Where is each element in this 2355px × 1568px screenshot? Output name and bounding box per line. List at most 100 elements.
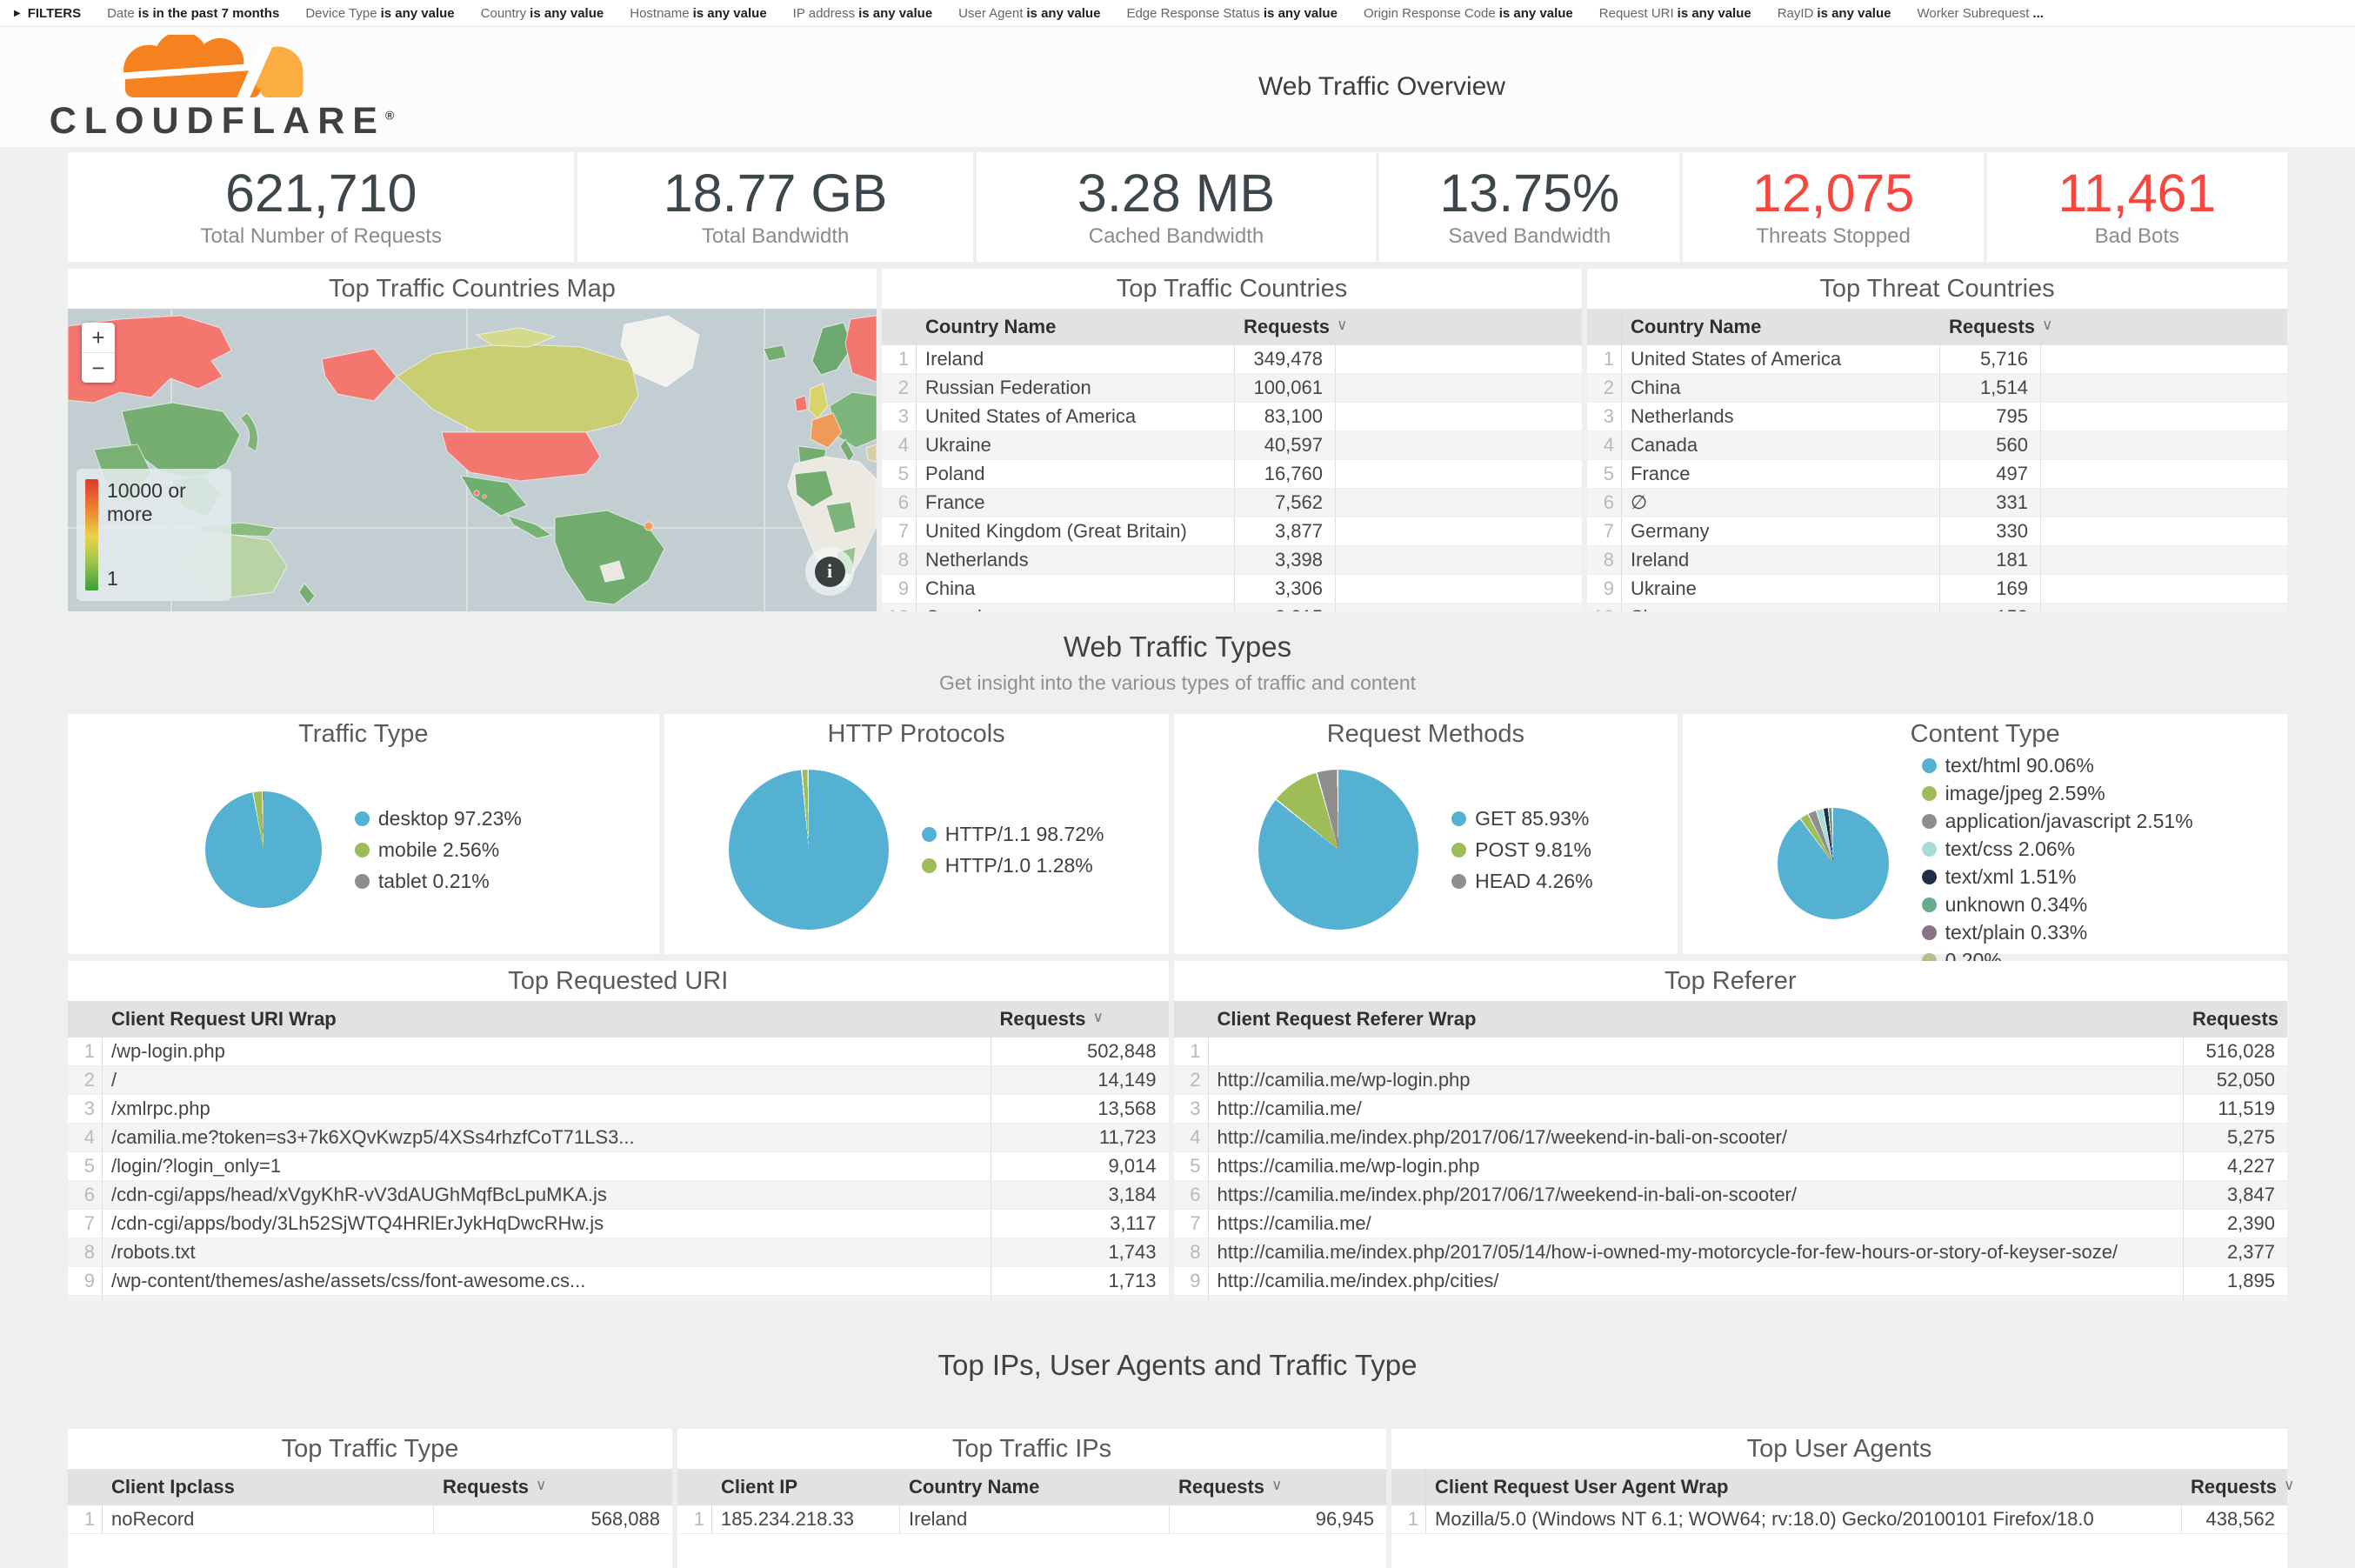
filter-item[interactable]: IP address is any value xyxy=(792,5,933,21)
world-map[interactable]: + − 10000 or more 1 i xyxy=(68,309,877,611)
stat-value: 621,710 xyxy=(224,163,417,223)
table-row[interactable]: 5 /login/?login_only=1 9,014 xyxy=(68,1152,1169,1181)
filter-item[interactable]: Request URI is any value xyxy=(1598,5,1751,21)
table-row[interactable]: 3 United States of America 83,100 xyxy=(882,403,1582,431)
filter-item[interactable]: Country is any value xyxy=(480,5,604,21)
table-row[interactable]: 3 Netherlands 795 xyxy=(1587,403,2287,431)
table-row[interactable]: 10 /wp-content/themes/ashe/assets/js/scr… xyxy=(68,1296,1169,1302)
table-row[interactable]: 8 /robots.txt 1,743 xyxy=(68,1238,1169,1267)
filter-item[interactable]: Origin Response Code is any value xyxy=(1363,5,1573,21)
table-row[interactable]: 2 China 1,514 xyxy=(1587,374,2287,403)
table-row[interactable]: 1 185.234.218.33 Ireland 96,945 xyxy=(677,1505,1386,1534)
table-row[interactable]: 6 France 7,562 xyxy=(882,489,1582,517)
filter-item[interactable]: Edge Response Status is any value xyxy=(1126,5,1338,21)
table-row[interactable]: 1 Mozilla/5.0 (Windows NT 6.1; WOW64; rv… xyxy=(1391,1505,2287,1534)
table-row[interactable]: 9 /wp-content/themes/ashe/assets/css/fon… xyxy=(68,1267,1169,1296)
table-row[interactable]: 2 Russian Federation 100,061 xyxy=(882,374,1582,403)
legend-dot-icon xyxy=(1921,870,1937,884)
card-title: Content Type xyxy=(1910,719,2060,748)
card-title: Top User Agents xyxy=(1746,1434,1932,1463)
legend-item: HEAD 4.26% xyxy=(1451,870,1593,893)
stat-label: Cached Bandwidth xyxy=(1088,224,1264,249)
table-row[interactable]: 9 Ukraine 169 xyxy=(1587,575,2287,604)
filters-label: FILTERS xyxy=(27,5,82,21)
filter-item[interactable]: RayID is any value xyxy=(1777,5,1891,21)
table-row[interactable]: 4 /camilia.me?token=s3+7k6XQvKwzp5/4XSs4… xyxy=(68,1124,1169,1152)
table-row[interactable]: 3 http://camilia.me/ 11,519 xyxy=(1173,1095,2287,1124)
table-row[interactable]: 10 Canada 2,215 xyxy=(882,604,1582,611)
sort-desc-icon: ∨ xyxy=(536,1477,547,1493)
top-traffic-type-table: Client Ipclass Requests ∨ 1 noRecord 568,… xyxy=(68,1469,672,1534)
legend-dot-icon xyxy=(1921,814,1937,829)
column-requests-sort[interactable]: Requests∨ xyxy=(2183,1001,2287,1038)
card-title: Top Traffic Type xyxy=(281,1434,459,1463)
stat-value: 13.75% xyxy=(1439,163,1620,223)
table-row[interactable]: 4 Ukraine 40,597 xyxy=(882,431,1582,460)
map-attribution-button[interactable]: i xyxy=(805,547,854,596)
traffic-type-pie[interactable] xyxy=(204,791,322,908)
stat-label: Threats Stopped xyxy=(1756,224,1911,249)
filter-item[interactable]: User Agent is any value xyxy=(958,5,1101,21)
cloudflare-logo: CLOUDFLARE® xyxy=(0,34,409,142)
content-type-pie[interactable] xyxy=(1777,807,1889,919)
request-methods-pie[interactable] xyxy=(1258,770,1419,930)
http-protocols-pie[interactable] xyxy=(728,770,889,930)
table-row[interactable]: 4 http://camilia.me/index.php/2017/06/17… xyxy=(1173,1124,2287,1152)
table-row[interactable]: 5 https://camilia.me/wp-login.php 4,227 xyxy=(1173,1152,2287,1181)
table-row[interactable]: 9 China 3,306 xyxy=(882,575,1582,604)
filters-toggle[interactable]: ▶ FILTERS xyxy=(14,6,81,21)
legend-item: HTTP/1.0 1.28% xyxy=(921,854,1104,877)
table-row[interactable]: 7 United Kingdom (Great Britain) 3,877 xyxy=(882,517,1582,546)
table-row[interactable]: 10 http://camilia.me/index.php/about/ 1,… xyxy=(1173,1296,2287,1302)
zoom-in-button[interactable]: + xyxy=(82,323,115,353)
table-row[interactable]: 8 Ireland 181 xyxy=(1587,546,2287,575)
column-requests-sort[interactable]: Requests∨ xyxy=(1169,1469,1386,1505)
table-row[interactable]: 1 United States of America 5,716 xyxy=(1587,345,2287,374)
filter-item[interactable]: Hostname is any value xyxy=(630,5,767,21)
zoom-out-button[interactable]: − xyxy=(82,353,115,383)
chart-legend: GET 85.93% POST 9.81% HEAD 4.26% xyxy=(1451,807,1593,893)
table-row[interactable]: 2 http://camilia.me/wp-login.php 52,050 xyxy=(1173,1066,2287,1095)
table-row[interactable]: 6 /cdn-cgi/apps/head/xVgyKhR-vV3dAUGhMqf… xyxy=(68,1181,1169,1210)
column-requests-sort[interactable]: Requests∨ xyxy=(1939,309,2053,345)
table-row[interactable]: 6 https://camilia.me/index.php/2017/06/1… xyxy=(1173,1181,2287,1210)
table-row[interactable]: 1 516,028 xyxy=(1173,1038,2287,1066)
column-requests-sort[interactable]: Requests∨ xyxy=(1234,309,1348,345)
table-row[interactable]: 5 France 497 xyxy=(1587,460,2287,489)
filter-item[interactable]: Device Type is any value xyxy=(305,5,455,21)
info-icon: i xyxy=(814,556,845,587)
cloudflare-wordmark: CLOUDFLARE® xyxy=(49,99,395,142)
column-requests-sort[interactable]: Requests∨ xyxy=(433,1469,672,1505)
web-traffic-types-section: Web Traffic Types Get insight into the v… xyxy=(68,611,2287,714)
table-header: Client IP Country Name Requests ∨ xyxy=(677,1469,1386,1505)
table-row[interactable]: 1 noRecord 568,088 xyxy=(68,1505,672,1534)
legend-item: GET 85.93% xyxy=(1451,807,1593,831)
table-row[interactable]: 9 http://camilia.me/index.php/cities/ 1,… xyxy=(1173,1267,2287,1296)
table-row[interactable]: 1 /wp-login.php 502,848 xyxy=(68,1038,1169,1066)
legend-item: desktop 97.23% xyxy=(354,807,522,831)
sort-desc-icon: ∨ xyxy=(2285,1009,2287,1026)
table-row[interactable]: 5 Poland 16,760 xyxy=(882,460,1582,489)
request-methods-chart-card: Request Methods GET 85.93% POST 9.81% HEAD… xyxy=(1173,714,1678,954)
table-row[interactable]: 7 Germany 330 xyxy=(1587,517,2287,546)
table-row[interactable]: 8 http://camilia.me/index.php/2017/05/14… xyxy=(1173,1238,2287,1267)
table-row[interactable]: 10 Singapore 158 xyxy=(1587,604,2287,611)
column-requests-sort[interactable]: Requests∨ xyxy=(2181,1469,2295,1505)
table-row[interactable]: 4 Canada 560 xyxy=(1587,431,2287,460)
filter-item[interactable]: Date is in the past 7 months xyxy=(107,5,280,21)
table-row[interactable]: 1 Ireland 349,478 xyxy=(882,345,1582,374)
table-row[interactable]: 8 Netherlands 3,398 xyxy=(882,546,1582,575)
filter-item[interactable]: Worker Subrequest... xyxy=(1917,5,2044,21)
card-title: Top Traffic Countries xyxy=(1116,274,1348,303)
column-user-agent: Client Request User Agent Wrap xyxy=(1435,1476,1729,1498)
table-row[interactable]: 7 https://camilia.me/ 2,390 xyxy=(1173,1210,2287,1238)
legend-item: text/html 90.06% xyxy=(1921,754,2193,777)
table-row[interactable]: 7 /cdn-cgi/apps/body/3Lh52SjWTQ4HRlErJyk… xyxy=(68,1210,1169,1238)
legend-dot-icon xyxy=(354,811,370,826)
card-title: Traffic Type xyxy=(298,719,429,748)
table-row[interactable]: 6 ∅ 331 xyxy=(1587,489,2287,517)
column-country-name: Country Name xyxy=(899,1469,1169,1505)
table-row[interactable]: 3 /xmlrpc.php 13,568 xyxy=(68,1095,1169,1124)
column-requests-sort[interactable]: Requests∨ xyxy=(990,1001,1169,1038)
table-row[interactable]: 2 / 14,149 xyxy=(68,1066,1169,1095)
